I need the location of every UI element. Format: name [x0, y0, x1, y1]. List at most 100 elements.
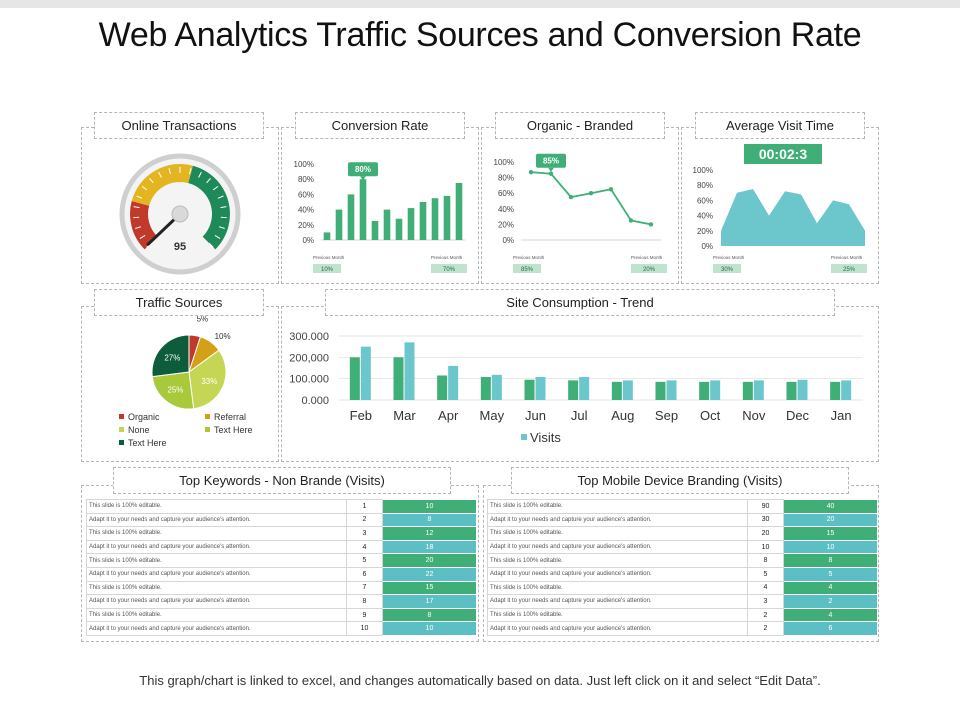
site-bar — [742, 381, 753, 400]
site-bar — [830, 381, 841, 400]
gauge-tick — [220, 206, 227, 209]
conversion-ytick: 0% — [302, 236, 314, 245]
keywords-row: This slide is 100% editable. 7 15 — [86, 580, 477, 596]
avg-time-label: 00:02:3 — [759, 146, 807, 162]
organic-callout-label: 85% — [543, 157, 559, 166]
mobile-row-text: Adapt it to your needs and capture your … — [487, 621, 748, 636]
pie-slice — [151, 334, 190, 378]
organic-ytick: 60% — [498, 189, 514, 198]
conversion-prev-pill-left — [313, 264, 341, 273]
mobile-row-rank: 5 — [747, 566, 784, 582]
gauge-tick — [189, 168, 192, 175]
keywords-row: Adapt it to your needs and capture your … — [86, 566, 477, 582]
gauge-tick — [206, 177, 211, 184]
site-bar — [786, 381, 797, 400]
top-mobile-table: This slide is 100% editable. 90 40 Adapt it… — [487, 499, 878, 636]
mobile-row-rank: 90 — [747, 499, 784, 514]
pie-legend-swatch — [205, 427, 210, 432]
pie-slice-label: 10% — [215, 332, 231, 341]
conversion-prev-label-right: Previous Month — [431, 255, 463, 260]
mobile-row-text: This slide is 100% editable. — [487, 607, 748, 623]
gauge-tick — [212, 185, 219, 191]
keywords-row-rank: 6 — [346, 566, 383, 582]
organic-callout-box — [536, 153, 566, 168]
mobile-row-rank: 4 — [747, 580, 784, 596]
avg-ytick: 100% — [693, 166, 713, 175]
traffic-sources-chart[interactable]: 5% 10% 33% 25% 27% Organic Referral None Text He… — [81, 316, 279, 460]
keywords-row: This slide is 100% editable. 3 12 — [86, 526, 477, 541]
page-title: Web Analytics Traffic Sources and Conver… — [98, 16, 862, 54]
conversion-rate-chart[interactable]: 100% 80% 60% 40% 20% 0% 80% Previous Month Previ… — [281, 140, 479, 282]
organic-point — [628, 218, 634, 223]
gauge-tick — [136, 195, 143, 199]
site-consumption-chart[interactable]: 300.000 200,000 100.000 0.000 Feb Mar Apr May Ju… — [281, 318, 879, 460]
online-transactions-gauge[interactable]: 95 — [81, 140, 279, 280]
site-bar — [349, 357, 360, 400]
conversion-prev-value-left: 10% — [321, 267, 334, 273]
site-bar — [622, 380, 633, 400]
site-bar — [491, 374, 502, 400]
mobile-row-text: This slide is 100% editable. — [487, 553, 748, 568]
avg-ytick: 60% — [697, 196, 713, 205]
organic-branded-panel[interactable] — [481, 127, 679, 284]
gauge-tick — [158, 171, 162, 178]
mobile-row: This slide is 100% editable. 20 15 — [487, 526, 878, 541]
site-bar — [393, 357, 404, 400]
organic-line — [530, 171, 652, 226]
avg-prev-label-left: Previous Month — [713, 255, 745, 260]
site-bar — [753, 380, 764, 400]
keywords-row-value: 15 — [382, 580, 477, 596]
keywords-row-value: 12 — [382, 526, 477, 541]
site-bar — [666, 380, 677, 400]
pie-legend-swatch — [119, 414, 124, 419]
conversion-bar — [455, 183, 463, 240]
keywords-row-text: This slide is 100% editable. — [86, 607, 347, 623]
mobile-row-value: 8 — [783, 553, 878, 568]
pie-slice-label: 5% — [197, 316, 209, 324]
keywords-row-rank: 8 — [346, 594, 383, 609]
keywords-row-text: Adapt it to your needs and capture your … — [86, 539, 347, 555]
organic-callout-pointer — [548, 167, 554, 172]
organic-prev-pill-right — [631, 264, 667, 273]
gauge-tick — [168, 168, 171, 175]
keywords-row: This slide is 100% editable. 1 10 — [86, 499, 477, 514]
site-ytick: 100.000 — [289, 374, 329, 386]
mobile-row: This slide is 100% editable. 8 8 — [487, 553, 878, 568]
avg-area — [721, 189, 865, 246]
site-xtick: Aug — [611, 408, 634, 423]
conversion-ytick: 40% — [298, 206, 314, 215]
organic-ytick: 100% — [494, 158, 514, 167]
avg-prev-pill-right — [831, 264, 867, 273]
site-bar — [448, 365, 459, 400]
organic-ytick: 0% — [502, 236, 514, 245]
site-bar — [360, 346, 371, 400]
mobile-row: Adapt it to your needs and capture your … — [487, 621, 878, 636]
organic-point — [648, 222, 654, 227]
site-bar — [579, 376, 590, 400]
pie-slice — [188, 349, 227, 410]
mobile-row-text: This slide is 100% editable. — [487, 526, 748, 541]
organic-branded-chart[interactable]: 100% 80% 60% 40% 20% 0% 85% Previous Month Previ… — [481, 140, 679, 282]
keywords-row-value: 18 — [382, 539, 477, 555]
mobile-row-text: Adapt it to your needs and capture your … — [487, 566, 748, 582]
site-bar — [611, 381, 622, 400]
keywords-row-rank: 2 — [346, 512, 383, 528]
mobile-row-value: 15 — [783, 526, 878, 541]
avg-prev-pill-left — [713, 264, 741, 273]
mobile-row-rank: 20 — [747, 526, 784, 541]
keywords-row-rank: 7 — [346, 580, 383, 596]
conversion-bar — [407, 208, 415, 240]
avg-time-box — [744, 144, 822, 164]
site-legend-swatch — [521, 434, 527, 440]
mobile-row-value: 10 — [783, 539, 878, 555]
avg-prev-value-left: 30% — [721, 267, 734, 273]
avg-ytick: 0% — [701, 242, 713, 251]
top-keywords-title: Top Keywords - Non Brande (Visits) — [113, 467, 451, 494]
site-legend-label: Visits — [530, 430, 561, 445]
gauge-tick — [149, 177, 154, 184]
conversion-bar — [395, 218, 403, 240]
conversion-bar — [347, 194, 355, 240]
site-xtick: Jul — [571, 408, 588, 423]
gauge-tick — [208, 242, 214, 248]
